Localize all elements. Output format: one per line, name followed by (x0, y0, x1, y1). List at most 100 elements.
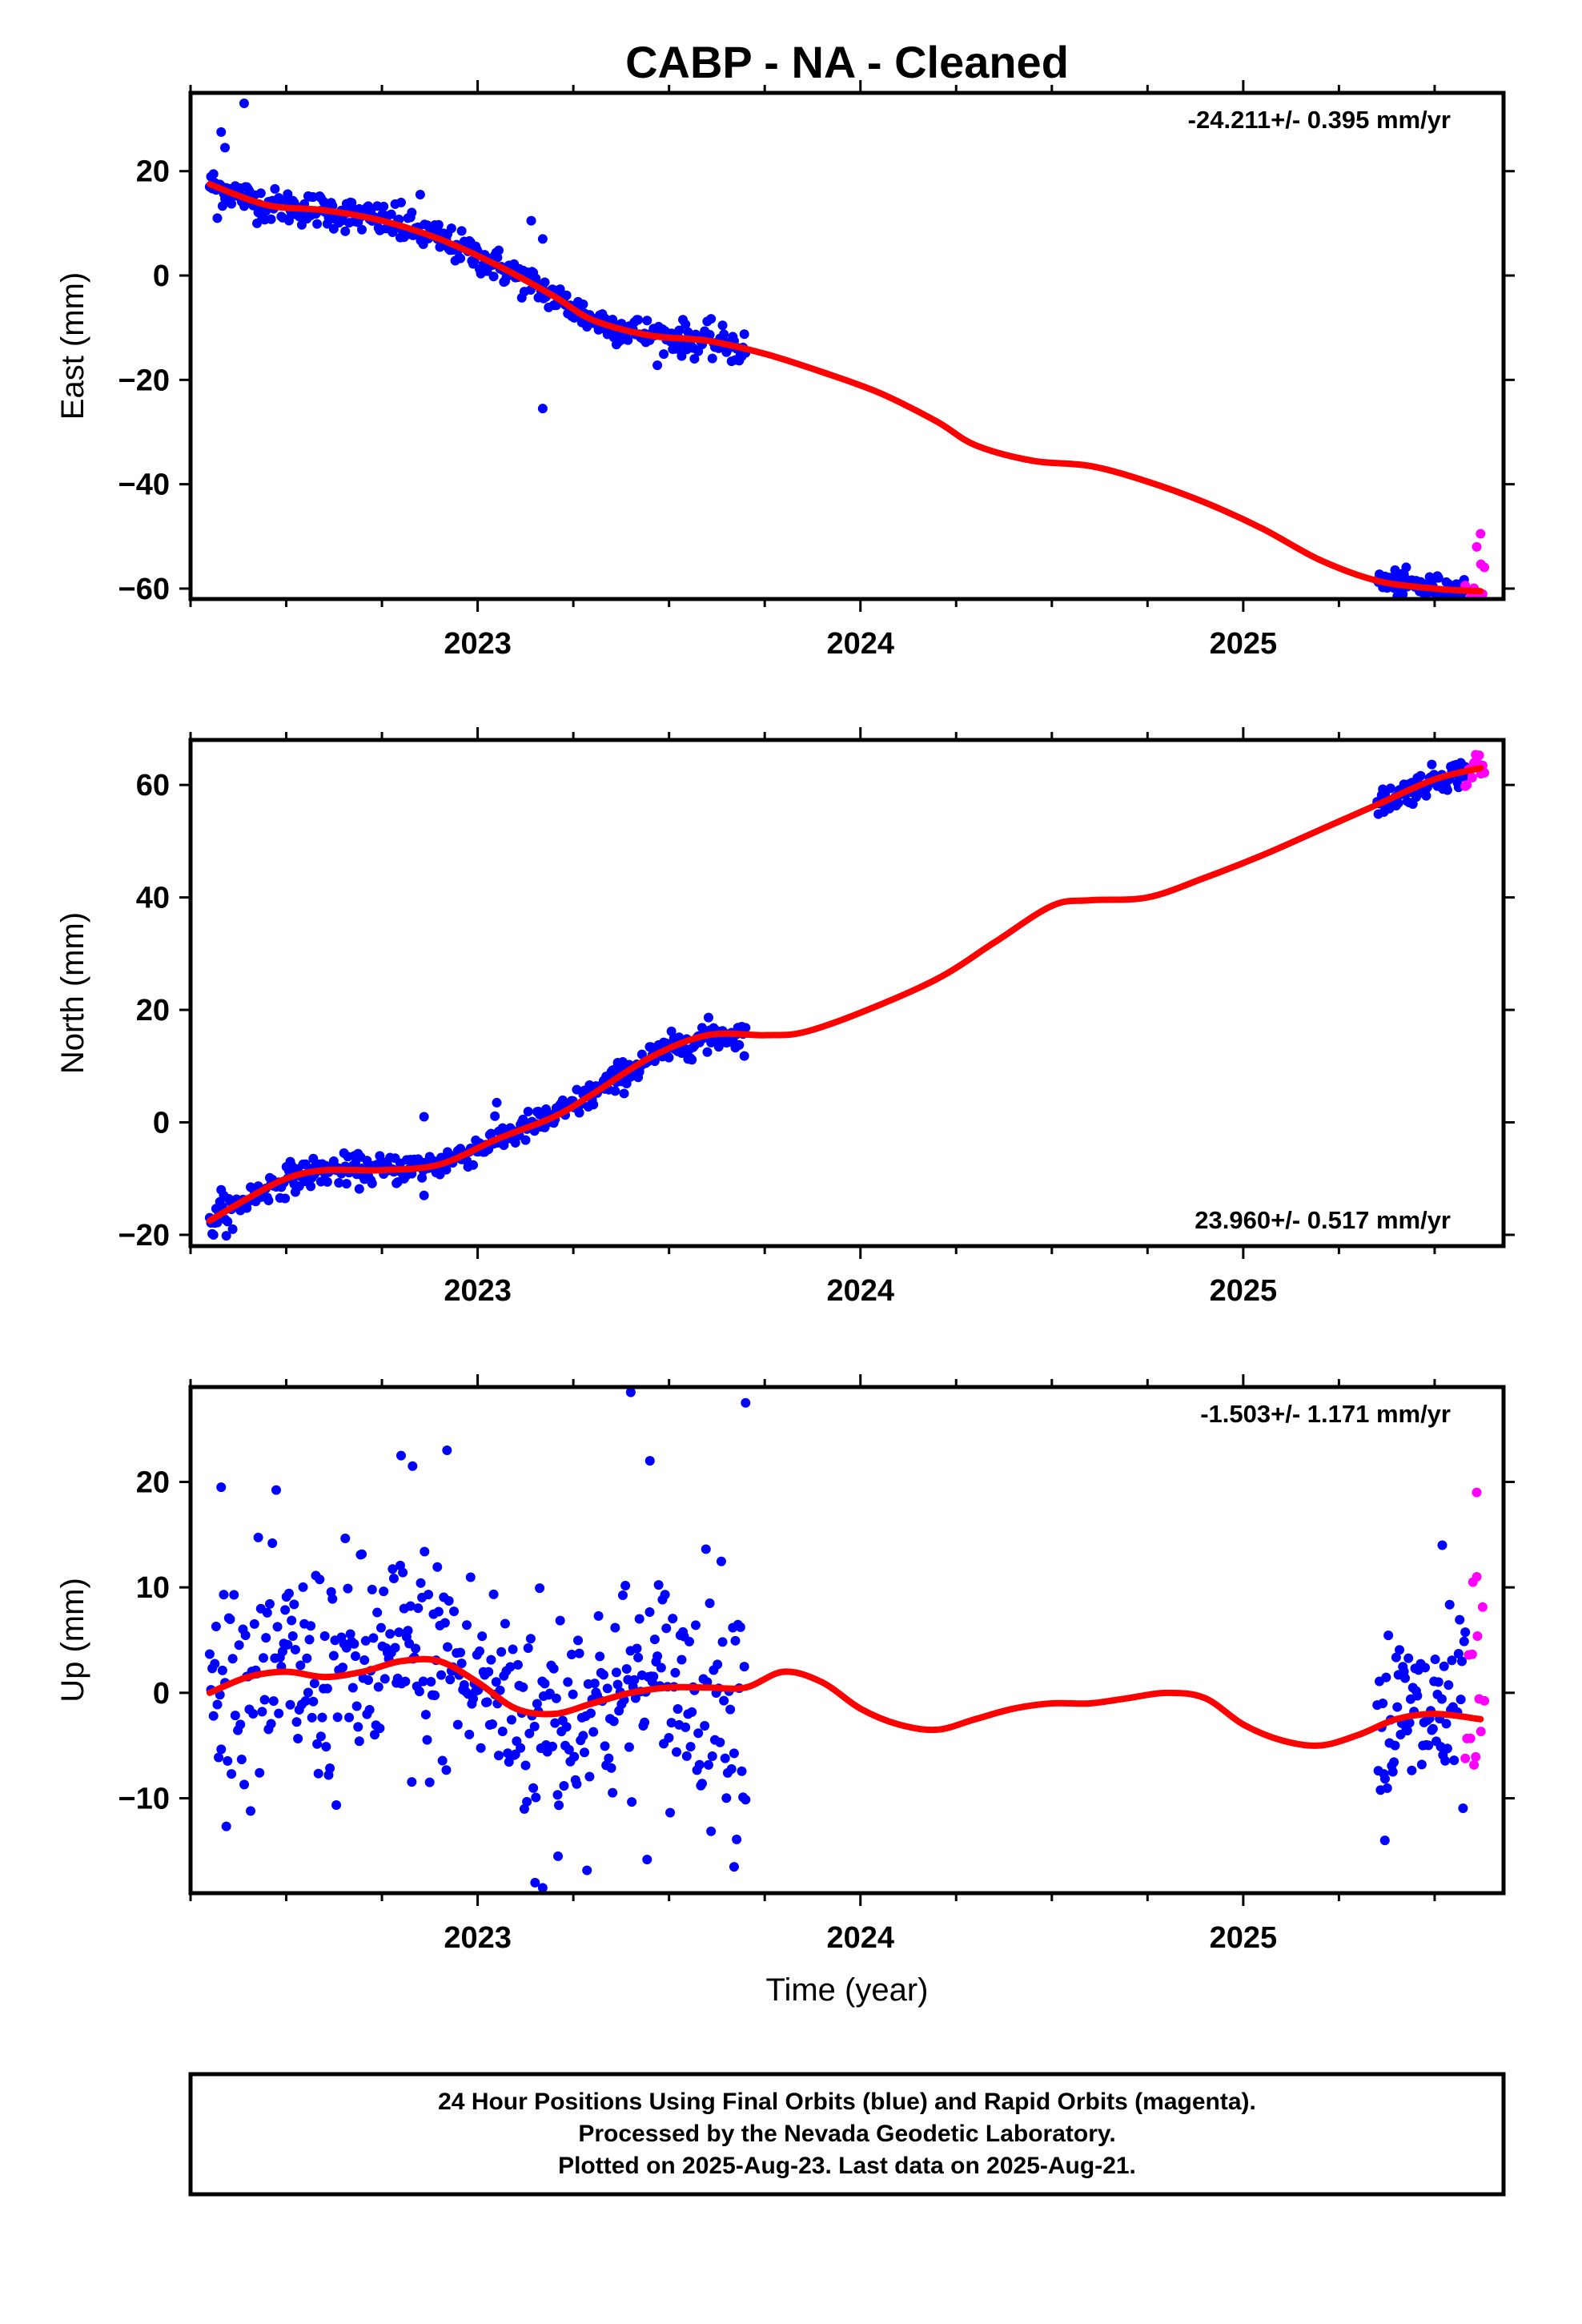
north-final-point (741, 1023, 751, 1033)
east-final-point (717, 320, 728, 331)
up-final-point (287, 1630, 298, 1641)
up-final-point (264, 1598, 275, 1609)
up-final-point (225, 1614, 235, 1625)
up-final-point (572, 1779, 582, 1789)
up-final-point (633, 1652, 644, 1663)
up-final-point (1387, 1767, 1398, 1777)
up-final-point (277, 1647, 287, 1657)
up-final-point (741, 1795, 751, 1805)
up-panel: 20 10 0 −10 2023 2024 2025 Up (mm) Time (year) -1… (55, 1374, 1515, 2008)
east-xtick-label: 2024 (826, 627, 894, 661)
up-final-point (345, 1629, 355, 1639)
north-ylabel: North (mm) (55, 912, 90, 1074)
up-final-point (726, 1764, 737, 1775)
up-final-point (625, 1387, 636, 1397)
up-final-point (486, 1655, 496, 1665)
east-final-point (415, 190, 425, 200)
up-ytick-label: 10 (136, 1571, 170, 1605)
up-final-point (442, 1445, 452, 1455)
up-final-point (375, 1723, 385, 1734)
chart-title: CABP - NA - Cleaned (625, 37, 1069, 87)
footer-box: 24 Hour Positions Using Final Orbits (bl… (188, 2072, 1506, 2197)
up-final-point (293, 1734, 303, 1744)
up-final-point (563, 1677, 573, 1687)
east-final-point (1398, 589, 1408, 599)
up-final-point (585, 1708, 596, 1719)
up-final-point (544, 1688, 555, 1699)
up-final-point (272, 1622, 283, 1632)
up-rapid-point (1472, 1487, 1482, 1498)
up-final-point (327, 1594, 338, 1604)
up-final-point (535, 1583, 545, 1594)
up-final-point (309, 1679, 319, 1689)
up-final-point (441, 1765, 452, 1775)
east-rapid-point (1472, 541, 1482, 552)
up-final-point (739, 1662, 749, 1672)
up-final-point (462, 1620, 472, 1630)
up-final-point (540, 1679, 550, 1689)
up-final-point (214, 1752, 224, 1763)
up-final-point (357, 1549, 367, 1559)
north-final-point (619, 1088, 629, 1099)
up-final-point (1379, 1774, 1390, 1784)
up-final-point (302, 1653, 312, 1663)
up-final-point (604, 1753, 614, 1763)
north-final-point (341, 1179, 351, 1189)
up-final-point (227, 1654, 238, 1664)
up-final-point (248, 1709, 259, 1719)
east-frame (188, 90, 1506, 601)
up-final-point (212, 1699, 223, 1710)
up-final-point (240, 1630, 251, 1640)
up-final-point (246, 1806, 256, 1816)
north-final-point (1427, 759, 1437, 770)
up-final-point (1420, 1663, 1431, 1673)
up-rapid-point (1472, 1572, 1482, 1582)
up-final-point (413, 1603, 424, 1614)
up-final-point (456, 1647, 466, 1658)
up-final-point (508, 1644, 518, 1655)
up-final-point (420, 1546, 430, 1557)
up-final-point (1457, 1656, 1468, 1667)
up-final-point (642, 1854, 652, 1864)
up-final-point (602, 1683, 612, 1694)
up-final-point (315, 1574, 325, 1585)
north-final-point (227, 1224, 238, 1234)
east-final-point (239, 99, 249, 109)
up-final-point (608, 1716, 619, 1727)
up-final-point (574, 1648, 584, 1659)
north-final-point (520, 1135, 531, 1145)
up-final-point (1391, 1652, 1401, 1663)
east-panel: 20 0 −20 −40 −60 2023 2024 2025 East (mm) -24.211… (55, 80, 1515, 661)
up-final-point (349, 1638, 359, 1649)
up-final-point (500, 1618, 510, 1629)
east-final-point (623, 335, 633, 345)
up-final-point (271, 1485, 281, 1495)
footer-line-3: Plotted on 2025-Aug-23. Last data on 202… (558, 2153, 1136, 2179)
north-final-point (664, 1052, 674, 1063)
up-final-point (266, 1719, 276, 1729)
up-final-point (223, 1755, 233, 1766)
up-final-point (707, 1751, 717, 1761)
up-final-point (322, 1683, 332, 1694)
east-final-point (396, 197, 406, 207)
up-final-point (495, 1685, 505, 1695)
up-final-point (573, 1635, 584, 1646)
up-final-point (236, 1754, 247, 1764)
up-final-point (551, 1693, 561, 1703)
east-ytick-label: −40 (118, 468, 170, 502)
up-final-point (687, 1707, 697, 1717)
north-ytick-label: −20 (118, 1219, 170, 1252)
up-final-point (411, 1643, 421, 1654)
up-final-point (255, 1767, 265, 1778)
up-final-point (306, 1621, 316, 1631)
up-final-point (531, 1792, 541, 1803)
up-final-point (396, 1450, 406, 1461)
east-final-point (1401, 562, 1411, 573)
up-final-point (612, 1679, 623, 1690)
north-final-point (216, 1184, 227, 1195)
north-final-point (739, 1051, 749, 1061)
time-xlabel: Time (year) (766, 1972, 929, 2008)
up-final-point (713, 1659, 723, 1670)
up-final-point (624, 1742, 634, 1752)
up-final-point (694, 1759, 705, 1770)
